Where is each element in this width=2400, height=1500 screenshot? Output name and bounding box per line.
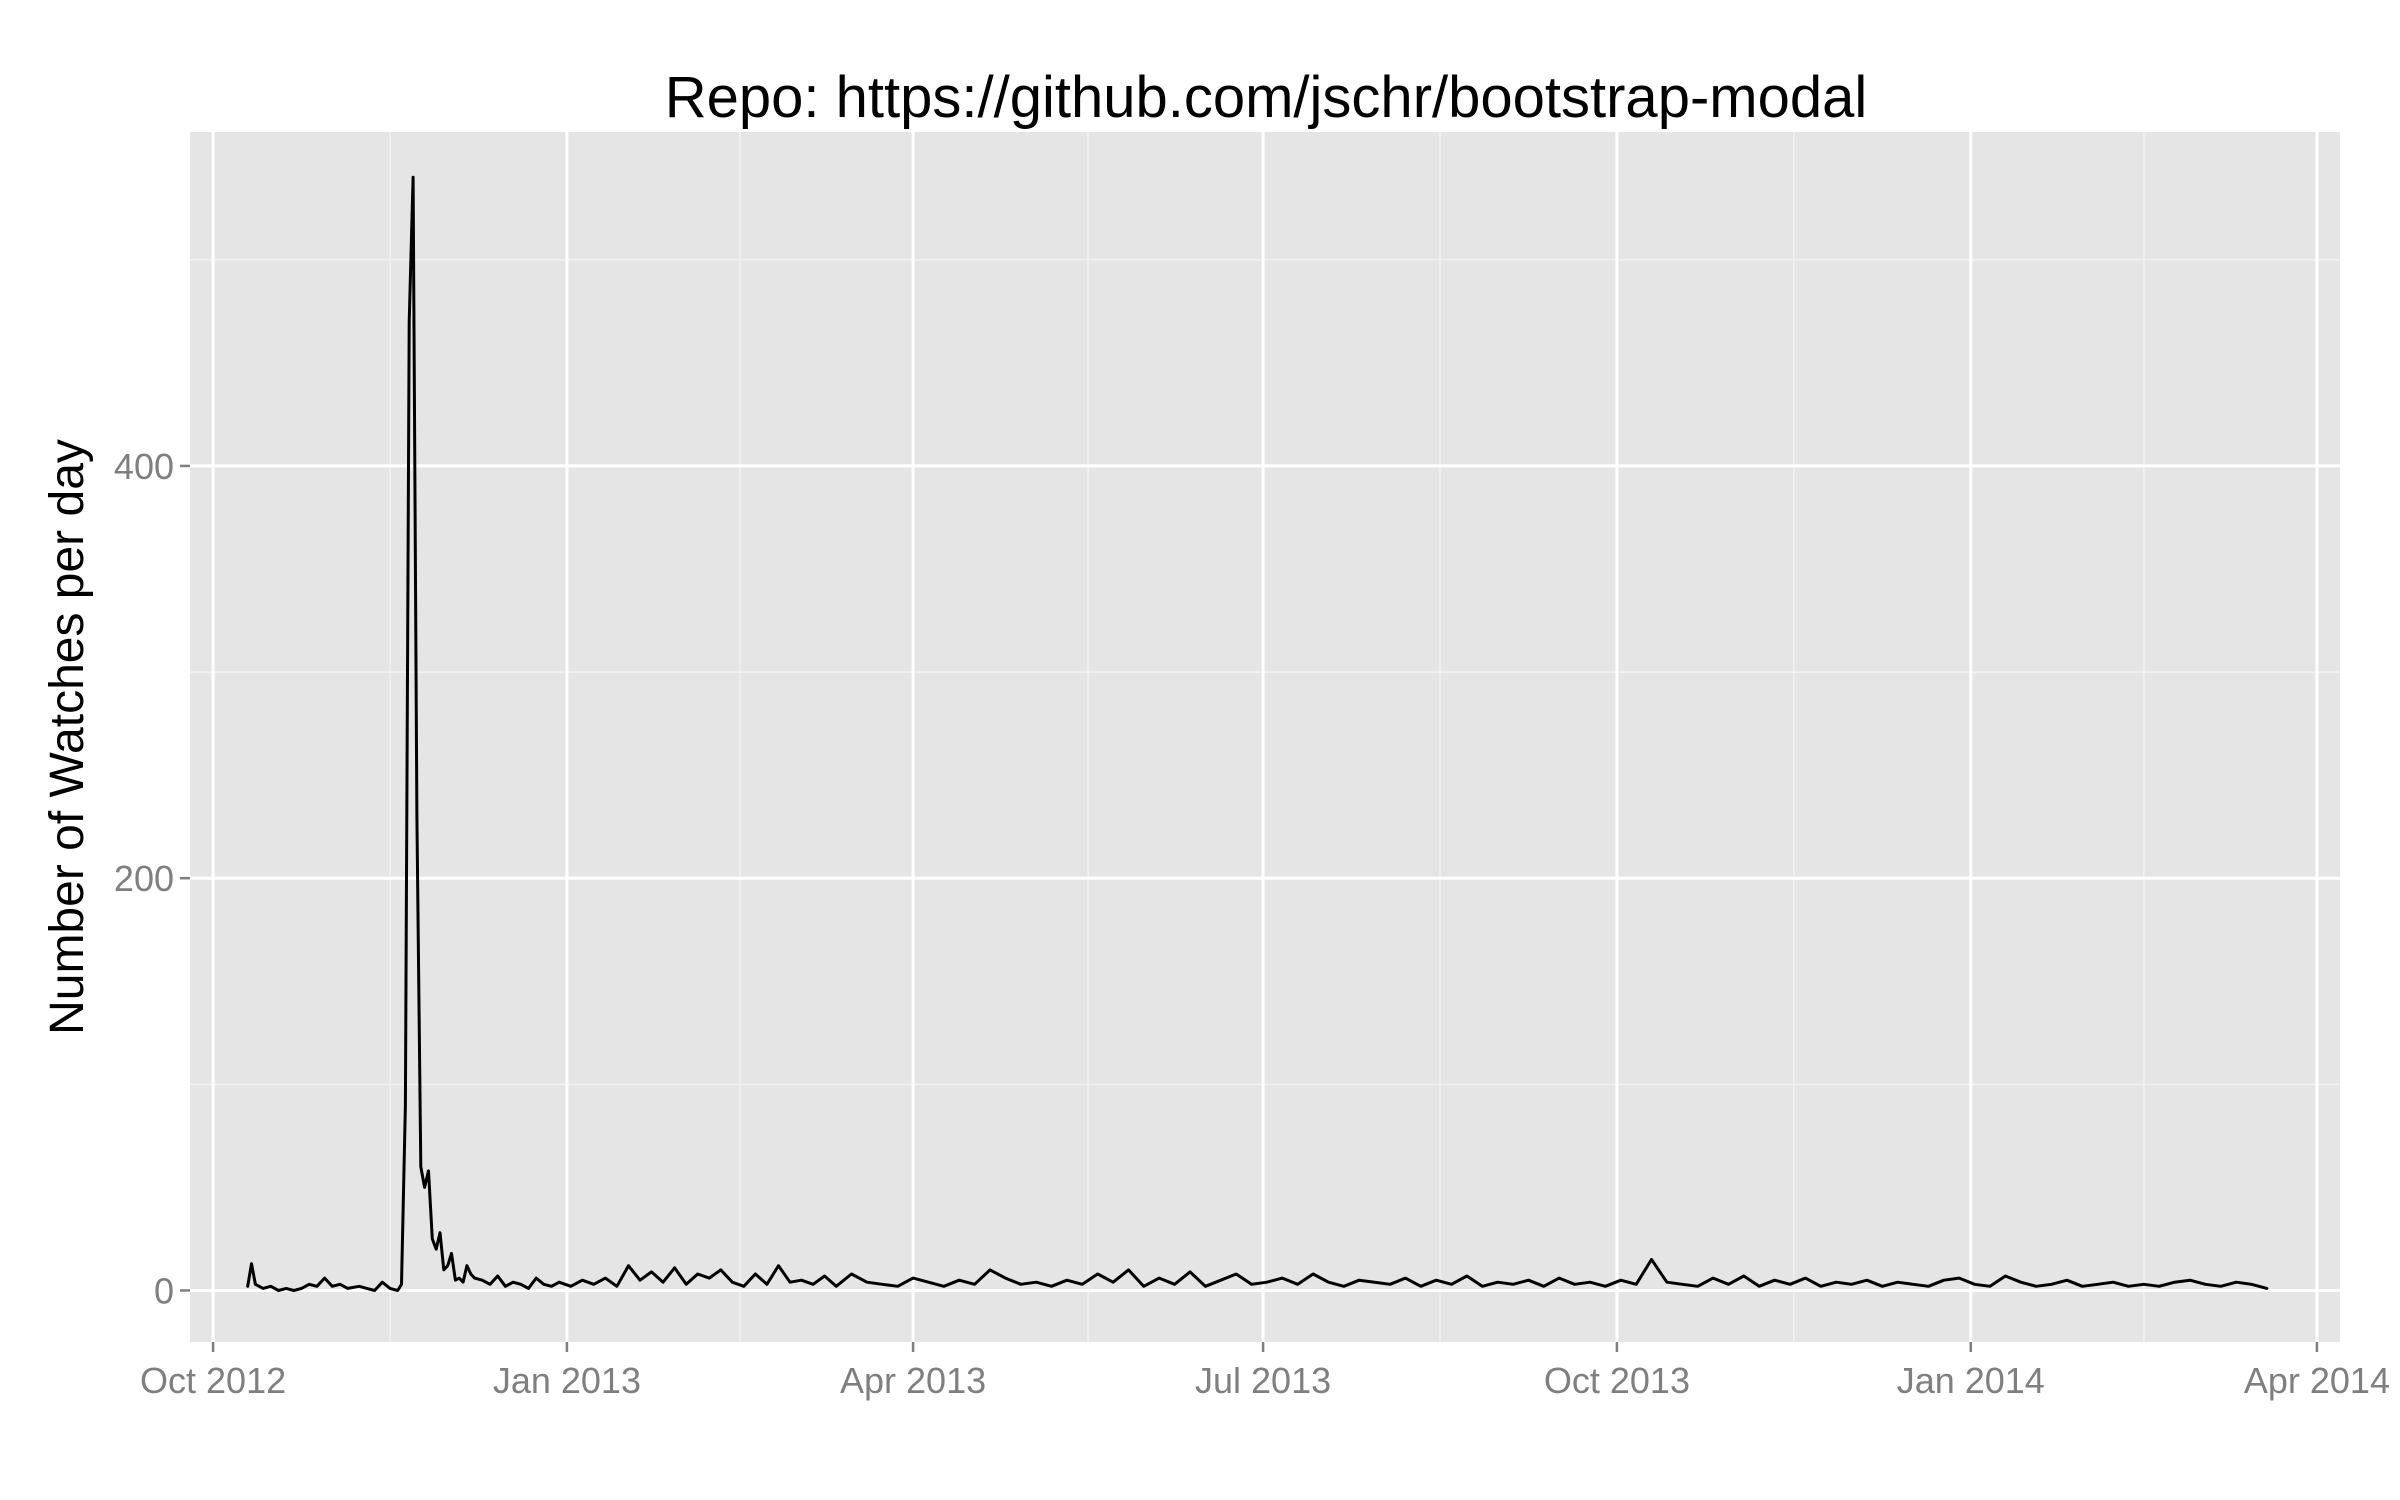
major-gridlines [190, 132, 2340, 1342]
x-tick-label: Apr 2013 [840, 1360, 986, 1401]
plot-background [190, 132, 2340, 1342]
chart-title: Repo: https://github.com/jschr/bootstrap… [665, 65, 1867, 130]
y-tick-label: 400 [114, 446, 174, 487]
x-tick-label: Jan 2013 [493, 1360, 641, 1401]
x-tick-label: Oct 2013 [1544, 1360, 1690, 1401]
x-axis: Oct 2012 Jan 2013 Apr 2013 Jul 2013 Oct 2013… [140, 1342, 2390, 1401]
series-layer [246, 175, 2269, 1292]
minor-gridlines [190, 132, 2340, 1342]
x-tick-label: Jan 2014 [1897, 1360, 2045, 1401]
x-tick-label: Apr 2014 [2244, 1360, 2390, 1401]
y-axis: 0 200 400 [114, 446, 190, 1311]
data-line [246, 175, 2269, 1292]
x-tick-label: Jul 2013 [1195, 1360, 1331, 1401]
y-axis-title: Number of Watches per day [41, 439, 94, 1035]
y-tick-label: 200 [114, 858, 174, 899]
y-tick-label: 0 [154, 1270, 174, 1311]
x-tick-label: Oct 2012 [140, 1360, 286, 1401]
